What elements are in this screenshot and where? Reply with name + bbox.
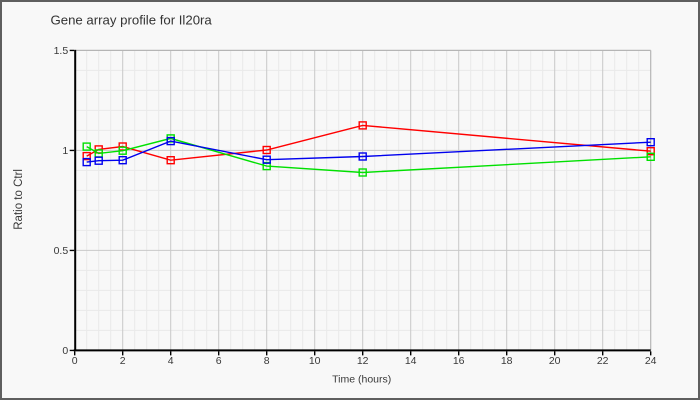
svg-text:8: 8 <box>264 355 270 367</box>
svg-text:2: 2 <box>120 355 126 367</box>
svg-text:14: 14 <box>405 355 417 367</box>
svg-text:10: 10 <box>309 355 321 367</box>
svg-text:20: 20 <box>549 355 561 367</box>
svg-text:1: 1 <box>62 145 68 157</box>
svg-text:Time (hours): Time (hours) <box>332 374 391 386</box>
svg-text:22: 22 <box>597 355 609 367</box>
svg-text:Gene array profile for Il20ra: Gene array profile for Il20ra <box>51 12 213 27</box>
svg-text:16: 16 <box>453 355 465 367</box>
svg-text:0: 0 <box>72 355 78 367</box>
svg-text:0.5: 0.5 <box>54 245 69 257</box>
svg-text:4: 4 <box>168 355 174 367</box>
svg-text:1.5: 1.5 <box>54 45 69 57</box>
svg-text:18: 18 <box>501 355 513 367</box>
svg-text:0: 0 <box>62 345 68 357</box>
svg-text:24: 24 <box>645 355 657 367</box>
svg-text:12: 12 <box>357 355 369 367</box>
svg-text:Ratio to Ctrl: Ratio to Ctrl <box>13 169 25 230</box>
svg-text:6: 6 <box>216 355 222 367</box>
